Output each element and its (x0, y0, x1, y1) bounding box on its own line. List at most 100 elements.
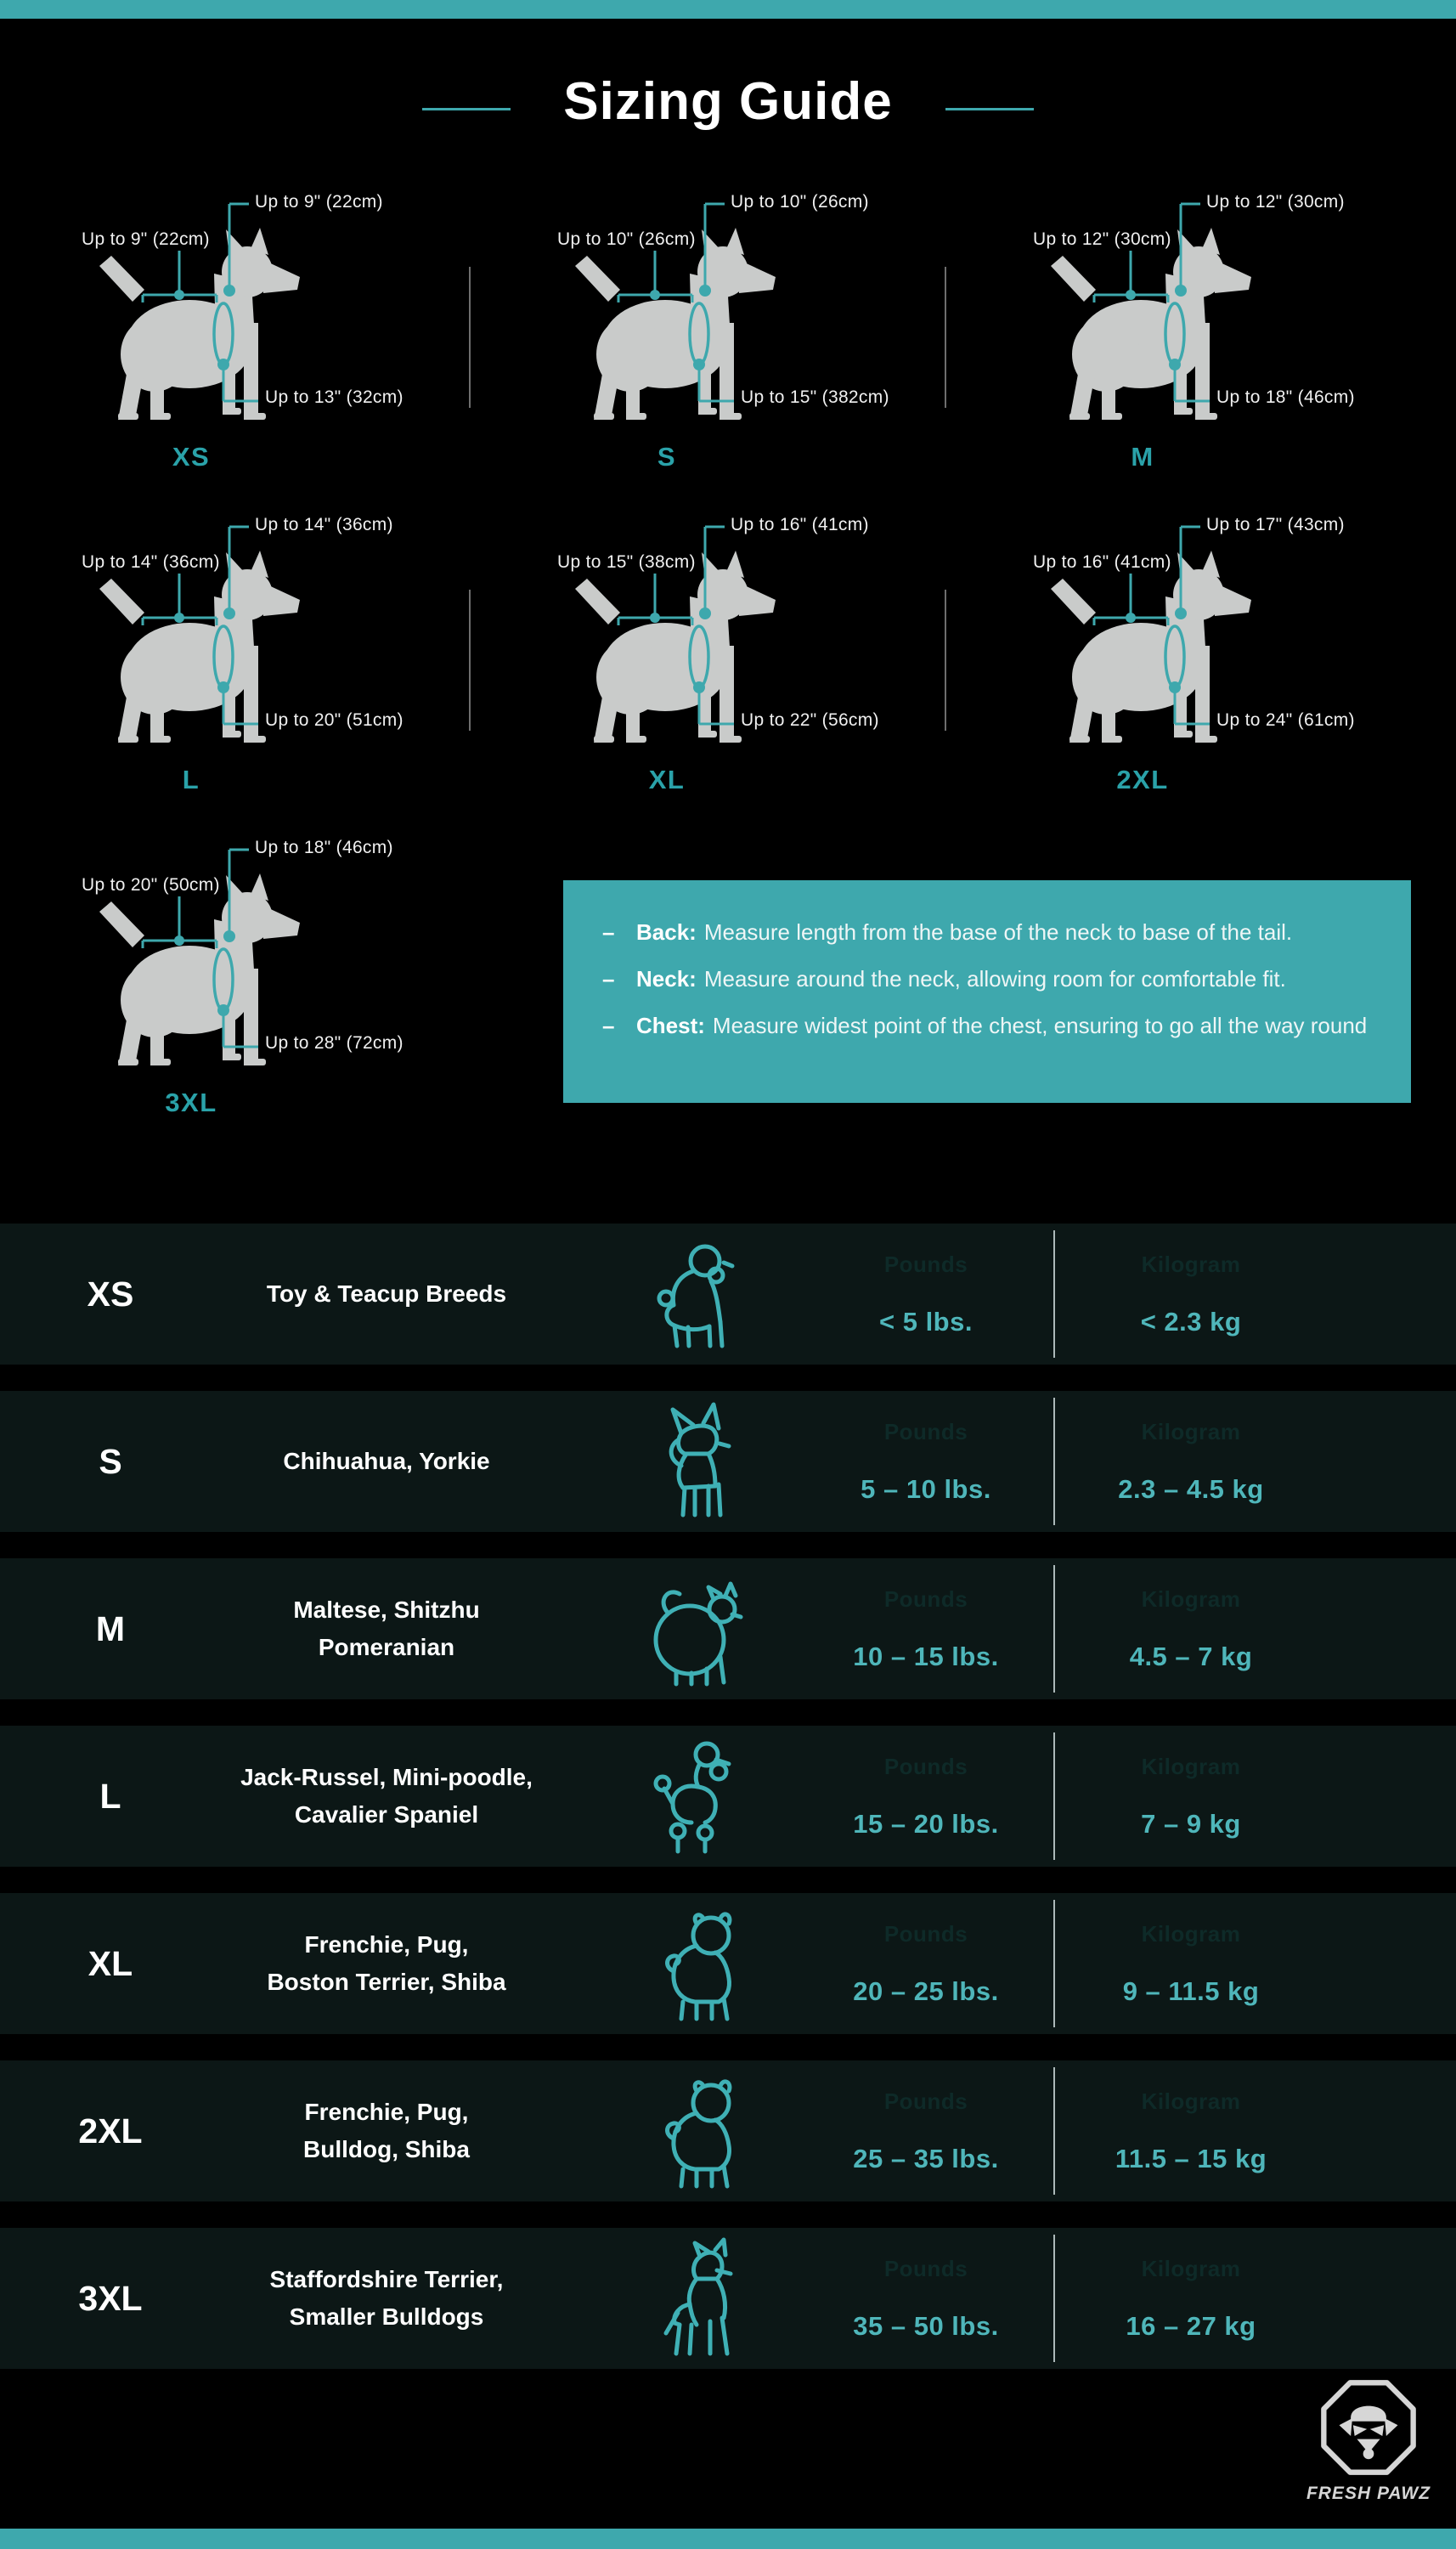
instruction-chest: – Chest: Measure widest point of the ches… (602, 1011, 1379, 1040)
kilogram-value: 11.5 – 15 kg (1115, 2143, 1267, 2173)
size-label: L (182, 765, 200, 794)
breeds-line2: Pomeranian (318, 1634, 455, 1660)
breeds-line1: Frenchie, Pug, (304, 2099, 469, 2125)
size-weight-table: XS Toy & Teacup Breeds Pounds < 5 lbs. K… (0, 1224, 1456, 2395)
kilogram-value: 16 – 27 kg (1126, 2310, 1256, 2341)
column-divider (1053, 1398, 1055, 1525)
kilogram-column: Kilogram 2.3 – 4.5 kg (1055, 1419, 1327, 1505)
page-title: Sizing Guide (563, 72, 893, 131)
pounds-value: 5 – 10 lbs. (861, 1473, 991, 1504)
pounds-column: Pounds 15 – 20 lbs. (799, 1754, 1053, 1840)
column-divider (1053, 2067, 1055, 2195)
row-breeds: Frenchie, Pug, Bulldog, Shiba (187, 2094, 586, 2168)
row-size: 3XL (78, 2278, 143, 2318)
pounds-header: Pounds (883, 1418, 968, 1444)
row-breeds: Maltese, Shitzhu Pomeranian (187, 1591, 586, 1666)
back-measurement-label: Up to 12" (30cm) (1033, 229, 1171, 249)
bullet-dash: – (602, 966, 615, 992)
kilogram-column: Kilogram 16 – 27 kg (1055, 2256, 1327, 2342)
row-size: S (99, 1441, 122, 1481)
kilogram-value: 4.5 – 7 kg (1129, 1641, 1253, 1671)
title-rule-left (422, 108, 511, 110)
breeds-line1: Maltese, Shitzhu (293, 1597, 480, 1623)
breeds-line1: Jack-Russel, Mini-poodle, (240, 1764, 533, 1790)
kilogram-value: 9 – 11.5 kg (1122, 1975, 1260, 2006)
pug-icon (586, 2067, 799, 2195)
kilogram-value: 7 – 9 kg (1141, 1808, 1241, 1839)
top-accent-bar (0, 0, 1456, 19)
diagram-divider (945, 590, 946, 731)
column-divider (1053, 1732, 1055, 1860)
size-diagram-3xl: Up to 20" (50cm) Up to 18" (46cm) Up to … (51, 799, 493, 1122)
instruction-label: Back: (636, 919, 697, 945)
brand-name: FRESH PAWZ (1306, 2484, 1431, 2503)
diagram-divider (945, 267, 946, 408)
size-label: M (1131, 442, 1154, 472)
toy-poodle-icon (586, 1230, 799, 1358)
table-row-xl: XL Frenchie, Pug, Boston Terrier, Shiba … (0, 1893, 1456, 2034)
back-measurement-label: Up to 16" (41cm) (1033, 552, 1171, 572)
bullet-dash: – (602, 1013, 615, 1038)
kilogram-header: Kilogram (1141, 1251, 1241, 1277)
neck-measurement-label: Up to 9" (22cm) (255, 192, 383, 212)
chest-measurement-label: Up to 15" (382cm) (741, 387, 889, 407)
pounds-value: 10 – 15 lbs. (853, 1641, 999, 1671)
size-label: S (657, 442, 677, 472)
pounds-header: Pounds (883, 1251, 968, 1277)
size-diagram-m: Up to 12" (30cm) Up to 12" (30cm) Up to … (1002, 153, 1444, 476)
row-size: 2XL (78, 2111, 143, 2151)
breeds-line1: Staffordshire Terrier, (269, 2266, 504, 2292)
kilogram-column: Kilogram 9 – 11.5 kg (1055, 1921, 1327, 2007)
breeds-line1: Chihuahua, Yorkie (283, 1448, 490, 1474)
back-measurement-label: Up to 10" (26cm) (557, 229, 696, 249)
diagram-divider (469, 590, 471, 731)
column-divider (1053, 1565, 1055, 1693)
pounds-value: < 5 lbs. (879, 1306, 973, 1337)
breeds-line2: Smaller Bulldogs (289, 2303, 484, 2330)
table-row-xs: XS Toy & Teacup Breeds Pounds < 5 lbs. K… (0, 1224, 1456, 1365)
row-size: M (95, 1608, 126, 1648)
kilogram-column: Kilogram < 2.3 kg (1055, 1252, 1327, 1337)
title-rule-right (945, 108, 1034, 110)
pounds-value: 35 – 50 lbs. (853, 2310, 999, 2341)
breeds-line2: Cavalier Spaniel (294, 1801, 479, 1828)
neck-measurement-label: Up to 18" (46cm) (255, 838, 393, 857)
breeds-line1: Toy & Teacup Breeds (266, 1280, 507, 1307)
kilogram-column: Kilogram 7 – 9 kg (1055, 1754, 1327, 1840)
chest-measurement-label: Up to 22" (56cm) (741, 710, 879, 730)
size-label: 3XL (165, 1088, 217, 1117)
row-breeds: Frenchie, Pug, Boston Terrier, Shiba (187, 1926, 586, 2001)
neck-measurement-label: Up to 10" (26cm) (731, 192, 869, 212)
pug-icon (586, 1900, 799, 2027)
instruction-text: Measure around the neck, allowing room f… (703, 966, 1286, 992)
breeds-line2: Boston Terrier, Shiba (267, 1969, 506, 1995)
chest-measurement-label: Up to 18" (46cm) (1216, 387, 1355, 407)
chest-measurement-label: Up to 20" (51cm) (265, 710, 404, 730)
poodle-icon (586, 1732, 799, 1860)
row-size: XS (87, 1274, 134, 1314)
back-measurement-label: Up to 15" (38cm) (557, 552, 696, 572)
breeds-line1: Frenchie, Pug, (304, 1931, 469, 1958)
bottom-accent-bar (0, 2529, 1456, 2549)
kilogram-column: Kilogram 11.5 – 15 kg (1055, 2088, 1327, 2174)
row-breeds: Jack-Russel, Mini-poodle, Cavalier Spani… (187, 1759, 586, 1834)
size-diagram-l: Up to 14" (36cm) Up to 14" (36cm) Up to … (51, 476, 493, 799)
pounds-column: Pounds 25 – 35 lbs. (799, 2088, 1053, 2174)
back-measurement-label: Up to 14" (36cm) (82, 552, 220, 572)
kilogram-header: Kilogram (1141, 1920, 1241, 1947)
instruction-label: Neck: (636, 966, 697, 992)
size-diagram-s: Up to 10" (26cm) Up to 10" (26cm) Up to … (527, 153, 968, 476)
brand-logo: FRESH PAWZ (1288, 2377, 1449, 2504)
table-row-s: S Chihuahua, Yorkie Pounds 5 – 10 lbs. K… (0, 1391, 1456, 1532)
neck-measurement-label: Up to 16" (41cm) (731, 515, 869, 534)
size-diagram-xs: Up to 9" (22cm) Up to 9" (22cm) Up to 13… (51, 153, 493, 476)
fresh-pawz-badge-icon (1318, 2377, 1419, 2478)
chest-measurement-label: Up to 28" (72cm) (265, 1033, 404, 1053)
size-label: 2XL (1116, 765, 1169, 794)
size-label: XL (648, 765, 686, 794)
row-size: XL (87, 1943, 133, 1983)
back-measurement-label: Up to 9" (22cm) (82, 229, 210, 249)
table-row-3xl: 3XL Staffordshire Terrier, Smaller Bulld… (0, 2228, 1456, 2369)
row-breeds: Staffordshire Terrier, Smaller Bulldogs (187, 2261, 586, 2336)
